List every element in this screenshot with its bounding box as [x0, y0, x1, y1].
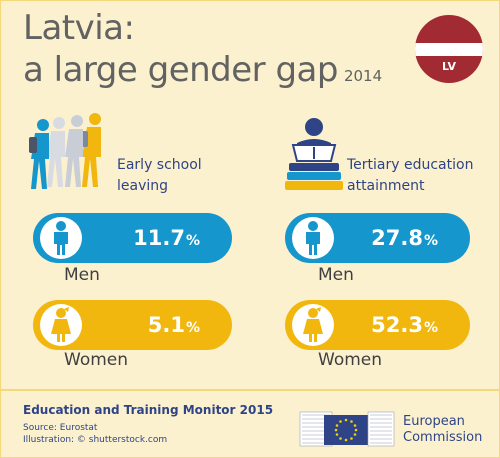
category-label-line-2: attainment [347, 178, 425, 194]
women-early-school-leaving-pill: 5.1% [33, 300, 232, 350]
men-early-school-leaving-value: 11.7% [133, 213, 200, 266]
category-label-line-1: Early school [117, 157, 202, 173]
men-label: Men [64, 265, 100, 285]
percent-sign: % [185, 320, 200, 336]
country-code: LV [441, 60, 456, 73]
women-label: Women [318, 350, 383, 370]
early-school-leaving-label: Early school leaving [117, 155, 202, 197]
footer-divider [1, 389, 499, 391]
publisher-line-2: Commission [403, 430, 483, 445]
value-number: 11.7 [133, 226, 185, 250]
category-label-line-1: Tertiary education [347, 157, 474, 173]
footer-title: Education and Training Monitor 2015 [23, 403, 274, 417]
women-tertiary-value: 52.3% [371, 300, 438, 353]
illustration-credit: Illustration: © shutterstock.com [23, 435, 168, 445]
title-line-2-text: a large gender gap [23, 50, 338, 90]
year-label: 2014 [343, 67, 383, 85]
european-commission-logo-icon [299, 411, 395, 447]
women-tertiary-pill: 52.3% [285, 300, 470, 350]
percent-sign: % [423, 320, 438, 336]
female-icon [40, 304, 82, 346]
male-icon [40, 217, 82, 259]
latvia-flag-icon: LV [415, 15, 483, 83]
title-line-1: Latvia: [23, 8, 135, 48]
value-number: 5.1 [147, 313, 185, 337]
european-commission-label: European Commission [403, 414, 482, 446]
tertiary-education-label: Tertiary education attainment [347, 155, 473, 197]
value-number: 52.3 [371, 313, 423, 337]
source-note: Source: Eurostat [23, 423, 98, 433]
percent-sign: % [423, 233, 438, 249]
women-early-school-leaving-value: 5.1% [148, 300, 200, 353]
men-label: Men [318, 265, 354, 285]
men-tertiary-pill: 27.8% [285, 213, 470, 263]
walking-students-icon [29, 113, 101, 189]
women-label: Women [64, 350, 129, 370]
male-icon [292, 217, 334, 259]
men-early-school-leaving-pill: 11.7% [33, 213, 232, 263]
men-tertiary-value: 27.8% [371, 213, 438, 266]
title-line-2: a large gender gap 2014 [23, 49, 382, 97]
publisher-line-1: European [403, 414, 465, 429]
value-number: 27.8 [371, 226, 423, 250]
flag-white-band [415, 43, 483, 56]
category-label-line-2: leaving [117, 178, 169, 194]
percent-sign: % [185, 233, 200, 249]
page-title: Latvia: a large gender gap 2014 [23, 7, 382, 97]
female-icon [292, 304, 334, 346]
graduate-books-icon [285, 118, 343, 190]
